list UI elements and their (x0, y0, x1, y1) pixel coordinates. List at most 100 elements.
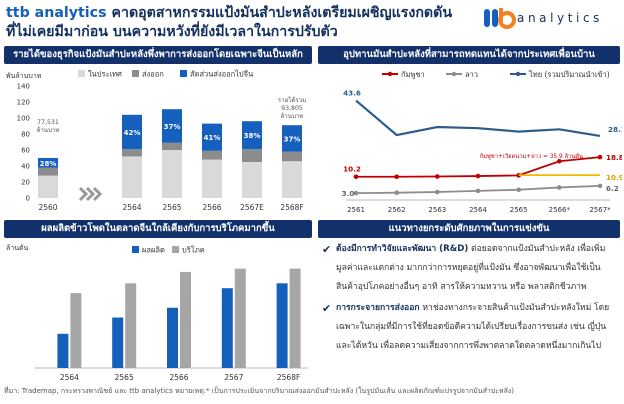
bar-segment (162, 109, 182, 143)
bar-segment (162, 150, 182, 198)
title-line2: ที่ไม่เคยมีมาก่อน บนความหวังที่ยังมีเวลา… (6, 24, 338, 40)
bar (289, 268, 301, 368)
panel4-title: แนวทางยกระดับศักยภาพในการแข่งขัน (318, 220, 620, 238)
legend-label: สัดส่วนส่งออกไปจีน (190, 70, 253, 79)
series-point (475, 173, 481, 179)
x-tick-label: 2565 (115, 373, 134, 382)
bar-segment (122, 149, 142, 157)
bar-segment (202, 159, 222, 198)
bar-segment (282, 151, 302, 162)
bar-segment (38, 167, 58, 176)
bar-segment (38, 175, 58, 198)
y-axis-unit: พันล้านบาท (6, 72, 42, 80)
legend-label: ผลผลิต (142, 246, 165, 255)
check-icon: ✔ (322, 302, 332, 315)
legend-swatch (78, 70, 85, 77)
y-tick-label: 100 (17, 115, 30, 123)
y-tick-label: 20 (21, 179, 30, 187)
y-tick-label: 0 (26, 195, 30, 203)
x-tick-label: 2565 (510, 206, 528, 214)
legend-marker (451, 71, 457, 77)
bar (221, 288, 233, 368)
title-line1: คาดอุตสาหกรรมแป้งมันสำปะหลังเตรียมเผชิญแ… (111, 5, 453, 21)
legend-label: บริโภค (182, 246, 205, 255)
share-label: 37% (284, 135, 301, 143)
annotation-total-unit: ล้านบาท (281, 112, 304, 120)
bar (125, 283, 137, 368)
x-tick-label: 2566 (169, 373, 188, 382)
label-cambodia-start: 10.2 (343, 165, 361, 174)
bar-segment (202, 123, 222, 151)
legend-swatch (132, 246, 139, 253)
ttb-logo-mark-icon (484, 8, 516, 29)
share-label: 37% (164, 123, 181, 131)
x-tick-label: 2564 (469, 206, 487, 214)
legend-swatch (172, 246, 179, 253)
logo-wordmark: analytics (517, 11, 604, 25)
share-label: 42% (124, 129, 141, 137)
x-tick-label: 2567E (240, 203, 264, 212)
bar-segment (242, 149, 262, 162)
bullet-rnd-body: ต่อยอดจากแป้งมันสำปะหลัง เพื่อเพิ่มมูลค่… (336, 244, 606, 292)
corn-production-chart: ล้านตัน ผลผลิต บริโภค 2564 2565 2566 2567 2568F (6, 244, 308, 382)
legend-marker (515, 71, 521, 77)
bullet-export-head: การกระจายการส่งออก (336, 303, 420, 313)
legend-label: ลาว (465, 70, 478, 79)
cassava-supply-chart: 2561 2562 2563 2564 2565 2566* 2567* กัมพูชา ลาว… (342, 70, 622, 214)
bar (57, 333, 69, 368)
bar-segment (282, 125, 302, 152)
label-thai-start: 43.6 (343, 89, 361, 98)
chart2-annotation: กัมพูชา+เวียดนาม+ลาว = 35.9 ล้านตัน (480, 152, 583, 160)
legend-swatch (132, 70, 139, 77)
label-laos-end: 6.2 (606, 184, 619, 193)
share-label: 41% (204, 134, 221, 142)
legend-label: กัมพูชา (401, 70, 425, 79)
label-cambodia-end: 18.8 (606, 153, 622, 162)
x-tick-label: 2566* (549, 206, 571, 214)
series-point (516, 187, 521, 193)
x-tick-label: 2568F (280, 203, 303, 212)
x-tick-label: 2567* (589, 206, 611, 214)
panel1-title: รายได้ของธุรกิจแป้งมันสำปะหลังพึ่งพาการส… (4, 46, 312, 64)
x-tick-label: 2566 (202, 203, 221, 212)
series-point (435, 189, 440, 195)
legend-label: ไทย (รวมปริมาณนำเข้า) (528, 70, 610, 79)
label-laos-start: 3.0 (342, 189, 355, 198)
legend-label: ส่งออก (142, 70, 164, 79)
y-tick-label: 40 (21, 163, 30, 171)
series-point (435, 174, 440, 179)
series-point (353, 190, 359, 196)
bar-segment (122, 114, 142, 150)
bar-segment (282, 161, 302, 198)
panel3-title: ผลผลิตข้าวโพดในตลาดจีนใกล้เคียงกับการบริ… (4, 220, 312, 238)
annotation-total-label: รายได้รวม (278, 96, 306, 104)
bullet-rnd-head: ต้องมีการทำวิจัยและพัฒนา (R&D) (336, 244, 469, 254)
bullet-rnd: ✔ ต้องมีการทำวิจัยและพัฒนา (R&D) ต่อยอดจ… (322, 240, 618, 297)
export-revenue-chart: พันล้านบาท 0 20 40 60 80 100 120 140 ในประเทศ ส่งอ… (6, 70, 306, 213)
y-axis-unit: ล้านตัน (6, 244, 29, 252)
bar (180, 271, 191, 368)
bar (70, 293, 82, 368)
bar (167, 307, 178, 368)
series-point (394, 190, 399, 196)
legend-label: ในประเทศ (88, 70, 122, 79)
break-chevron-icon (78, 186, 103, 202)
annotation-total-value: 93,805 (281, 105, 303, 112)
x-tick-label: 2561 (347, 206, 365, 214)
bar (234, 268, 246, 368)
x-tick-label: 2567 (224, 373, 243, 382)
bar (276, 283, 288, 368)
x-tick-label: 2564 (122, 203, 141, 212)
x-tick-label: 2563 (428, 206, 446, 214)
bar-segment (202, 150, 222, 160)
bar-segment (242, 162, 262, 198)
bar-segment (162, 142, 182, 150)
bullet-export: ✔ การกระจายการส่งออก หาช่องทางกระจายสินค… (322, 299, 618, 356)
series-line (355, 99, 601, 138)
x-tick-label: 2568F (277, 373, 300, 382)
label-thai-end: 28.1 (608, 125, 622, 134)
annotation-2560-unit: ล้านบาท (37, 126, 60, 134)
y-tick-label: 120 (17, 99, 30, 107)
series-point (394, 174, 399, 180)
y-tick-label: 140 (17, 83, 30, 91)
